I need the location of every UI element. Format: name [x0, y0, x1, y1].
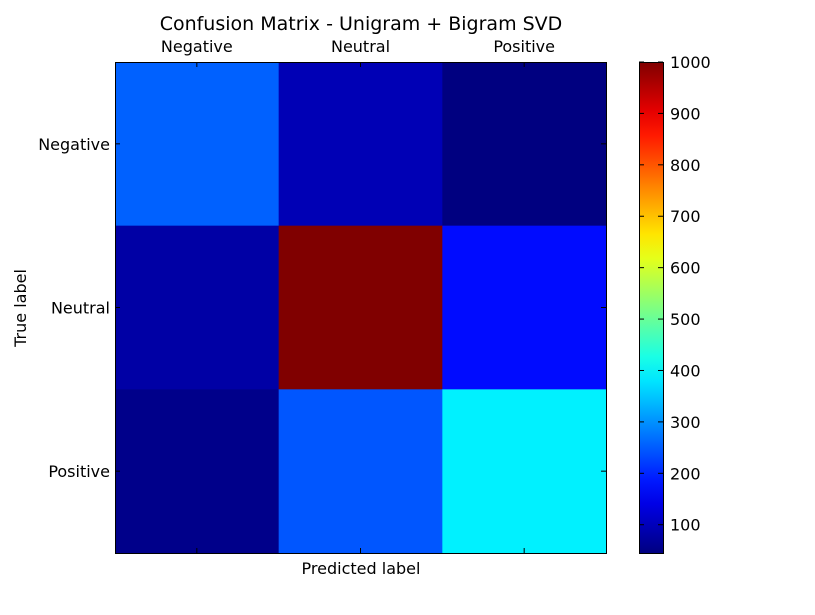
colorbar-frame — [639, 62, 664, 554]
colorbar — [639, 62, 663, 553]
heatmap-cell — [442, 389, 607, 554]
colorbar-tick-label: 300 — [670, 413, 701, 432]
colorbar-ticks: 100 200 300 400 500 600 700 800 900 1000 — [639, 53, 711, 535]
colorbar-tick-label: 900 — [670, 104, 701, 123]
colorbar-tick-label: 1000 — [670, 53, 711, 72]
colorbar-tick-label: 200 — [670, 464, 701, 483]
x-axis-label: Predicted label — [302, 559, 421, 578]
x-tick-label: Positive — [493, 37, 555, 56]
chart-title: Confusion Matrix - Unigram + Bigram SVD — [160, 13, 563, 35]
colorbar-tick-label: 700 — [670, 207, 701, 226]
y-axis-label: True label — [11, 269, 30, 348]
colorbar-tick-label: 600 — [670, 259, 701, 278]
colorbar-tick-label: 100 — [670, 516, 701, 535]
heatmap-cell — [278, 389, 443, 554]
y-tick-label: Positive — [48, 462, 110, 481]
heatmap-cell — [115, 62, 280, 227]
axis-ticks — [115, 62, 606, 553]
colorbar-tick-label: 500 — [670, 310, 701, 329]
x-tick-labels: Negative Neutral Positive — [161, 37, 555, 56]
colorbar-tick-label: 400 — [670, 361, 701, 380]
heatmap-cell — [442, 62, 607, 227]
x-tick-label: Negative — [161, 37, 233, 56]
y-tick-label: Neutral — [51, 299, 110, 318]
heatmap-cell — [115, 225, 280, 390]
heatmap-cell — [442, 225, 607, 390]
x-tick-label: Neutral — [331, 37, 390, 56]
y-tick-label: Negative — [38, 135, 110, 154]
heatmap-cell — [278, 62, 443, 227]
y-tick-labels: Negative Neutral Positive — [38, 135, 110, 481]
colorbar-tick-label: 800 — [670, 156, 701, 175]
heatmap-cells — [115, 62, 607, 554]
heatmap-cell — [115, 389, 280, 554]
heatmap-cell — [278, 225, 443, 390]
